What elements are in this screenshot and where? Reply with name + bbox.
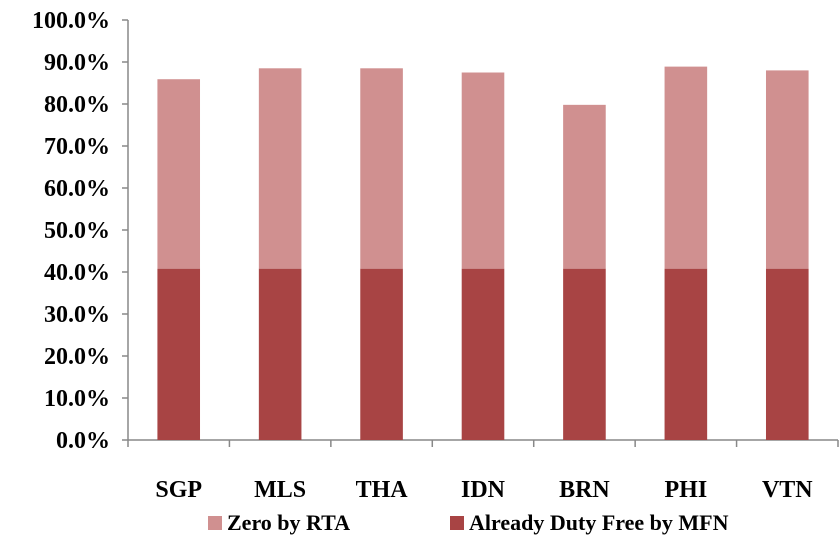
bar-sgp-mfn [157,268,201,440]
x-tick-label: SGP [155,477,202,503]
bar-brn-rta [563,104,606,269]
bar-phi-rta [664,66,708,269]
bar-vtn-rta [765,70,809,269]
y-tick-label: 20.0% [44,344,110,370]
bar-idn-rta [461,72,505,269]
y-tick-label: 100.0% [32,8,110,34]
x-tick-label: BRN [559,477,610,503]
bar-sgp-rta [157,79,201,269]
bar-mls-mfn [258,268,302,440]
y-tick-label: 0.0% [56,428,110,454]
bar-mls-rta [258,68,302,269]
legend-swatch [208,516,222,530]
x-tick-label: MLS [254,477,306,503]
x-tick-label: PHI [665,477,708,503]
y-tick-label: 80.0% [44,92,110,118]
bar-phi-mfn [664,268,708,440]
x-tick-label: IDN [461,477,506,503]
legend-label: Already Duty Free by MFN [469,510,729,535]
bar-brn-mfn [563,268,606,440]
x-tick-label: VTN [762,477,813,503]
legend: Zero by RTA Already Duty Free by MFN [208,510,729,535]
y-tick-label: 90.0% [44,50,110,76]
y-tick-label: 10.0% [44,386,110,412]
bar-tha-mfn [360,268,403,440]
legend-swatch [450,516,464,530]
bars [157,66,809,440]
y-tick-label: 30.0% [44,302,110,328]
y-tick-label: 50.0% [44,218,110,244]
y-tick-label: 60.0% [44,176,110,202]
y-axis: 0.0% 10.0% 20.0% 30.0% 40.0% 50.0% 60.0% 70.0% 8… [32,8,129,454]
y-tick-label: 40.0% [44,260,110,286]
bar-idn-mfn [461,268,505,440]
bar-tha-rta [360,68,403,269]
bar-vtn-mfn [765,268,809,440]
x-tick-label: THA [356,477,409,503]
y-tick-label: 70.0% [44,134,110,160]
legend-label: Zero by RTA [227,510,350,535]
x-axis: SGP MLS THA IDN BRN PHI VTN [127,439,839,503]
